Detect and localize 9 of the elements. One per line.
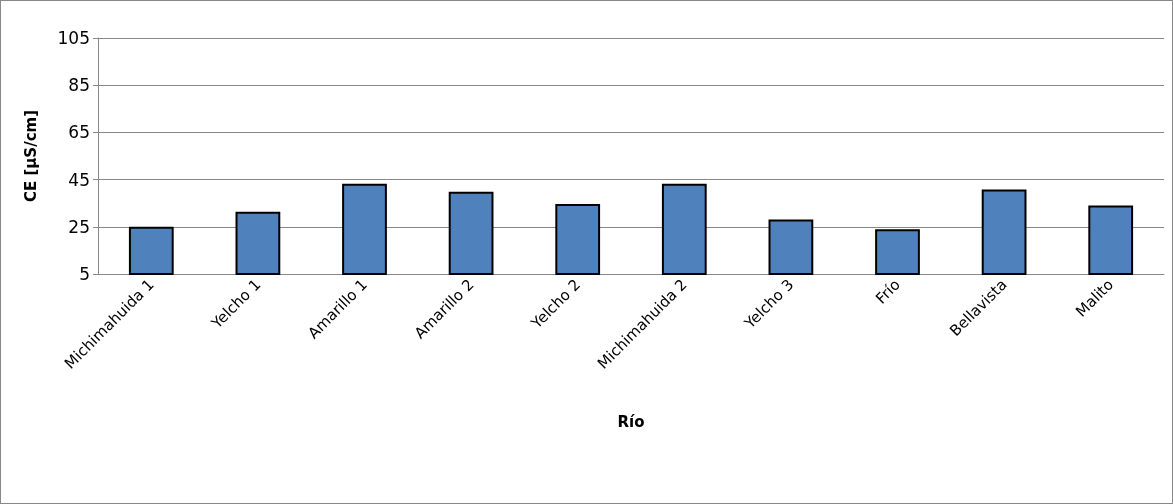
x-axis-title: Río xyxy=(617,412,645,431)
y-tick-label: 105 xyxy=(57,28,90,48)
y-tick-label: 45 xyxy=(68,169,90,190)
y-tick-label: 65 xyxy=(68,122,90,143)
y-tick-label: 85 xyxy=(68,75,90,96)
y-axis-title: CE [µS/cm] xyxy=(21,109,40,203)
x-tick-label: Frío xyxy=(872,275,904,308)
y-tick-label: 5 xyxy=(79,264,90,284)
y-tick-label: 25 xyxy=(68,216,90,237)
